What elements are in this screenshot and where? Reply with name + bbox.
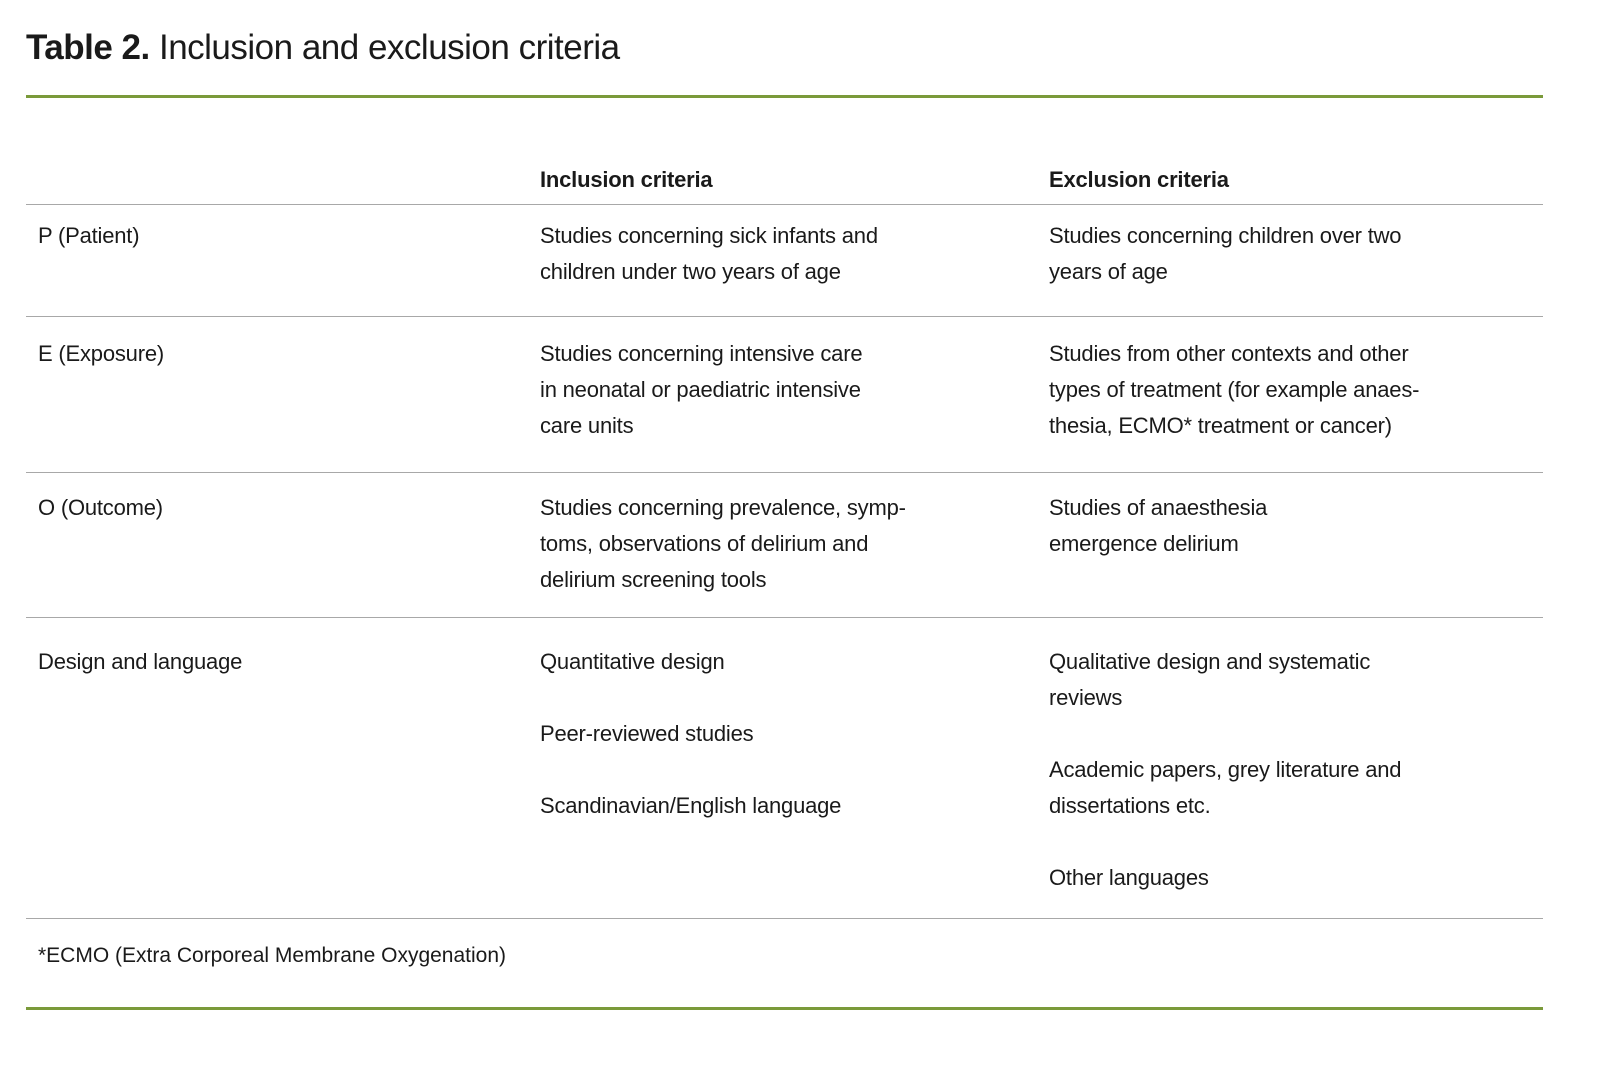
row-label: O (Outcome)	[38, 495, 163, 520]
exclusion-text-line: Studies concerning children over two	[1049, 223, 1402, 248]
inclusion-cell: Studies concerning prevalence, symp-toms…	[540, 490, 906, 598]
row-rule	[26, 617, 1543, 618]
inclusion-cell: Quantitative design Peer-reviewed studies…	[540, 644, 841, 824]
exclusion-text-line: Studies from other contexts and other	[1049, 341, 1409, 366]
inclusion-text-line: Peer-reviewed studies	[540, 721, 754, 746]
table-number: Table 2.	[26, 28, 150, 67]
inclusion-text-line: Quantitative design	[540, 649, 725, 674]
inclusion-text-line: Studies concerning prevalence, symp-	[540, 495, 906, 520]
inclusion-cell: Studies concerning intensive care in neon…	[540, 336, 863, 444]
table-caption: Inclusion and exclusion criteria	[158, 28, 620, 67]
exclusion-cell: Studies concerning children over two year…	[1049, 218, 1402, 290]
inclusion-text-line: delirium screening tools	[540, 567, 767, 592]
table-title: Table 2. Inclusion and exclusion criteri…	[26, 28, 620, 68]
header-rule	[26, 204, 1543, 205]
exclusion-text-line: years of age	[1049, 259, 1168, 284]
inclusion-cell: Studies concerning sick infants and child…	[540, 218, 878, 290]
bottom-rule	[26, 918, 1543, 919]
exclusion-text-line: Studies of anaesthesia	[1049, 495, 1268, 520]
inclusion-text-line: Studies concerning intensive care	[540, 341, 863, 366]
footnote: *ECMO (Extra Corporeal Membrane Oxygenat…	[38, 944, 507, 967]
header-inclusion: Inclusion criteria	[540, 167, 713, 192]
exclusion-cell: Studies from other contexts and other typ…	[1049, 336, 1419, 444]
exclusion-cell: Qualitative design and systematic reviews…	[1049, 644, 1402, 896]
exclusion-text-line: dissertations etc.	[1049, 793, 1211, 818]
inclusion-text-line: Scandinavian/English language	[540, 793, 842, 818]
exclusion-text-line: Qualitative design and systematic	[1049, 649, 1371, 674]
exclusion-text-line: Academic papers, grey literature and	[1049, 757, 1402, 782]
exclusion-text-line: thesia, ECMO* treatment or cancer)	[1049, 413, 1392, 438]
row-label: Design and language	[38, 649, 243, 674]
exclusion-text-line: Other languages	[1049, 865, 1209, 890]
top-rule	[26, 95, 1543, 98]
inclusion-text-line: care units	[540, 413, 634, 438]
end-rule	[26, 1007, 1543, 1010]
inclusion-text-line: children under two years of age	[540, 259, 841, 284]
row-rule	[26, 316, 1543, 317]
exclusion-cell: Studies of anaesthesia emergence delirium	[1049, 490, 1267, 562]
header-exclusion: Exclusion criteria	[1049, 167, 1229, 192]
exclusion-text-line: types of treatment (for example anaes-	[1049, 377, 1420, 402]
inclusion-text-line: toms, observations of delirium and	[540, 531, 869, 556]
exclusion-text-line: reviews	[1049, 685, 1123, 710]
inclusion-text-line: in neonatal or paediatric intensive	[540, 377, 861, 402]
row-rule	[26, 472, 1543, 473]
row-label: E (Exposure)	[38, 341, 164, 366]
exclusion-text-line: emergence delirium	[1049, 531, 1239, 556]
row-label: P (Patient)	[38, 223, 140, 248]
inclusion-text-line: Studies concerning sick infants and	[540, 223, 878, 248]
